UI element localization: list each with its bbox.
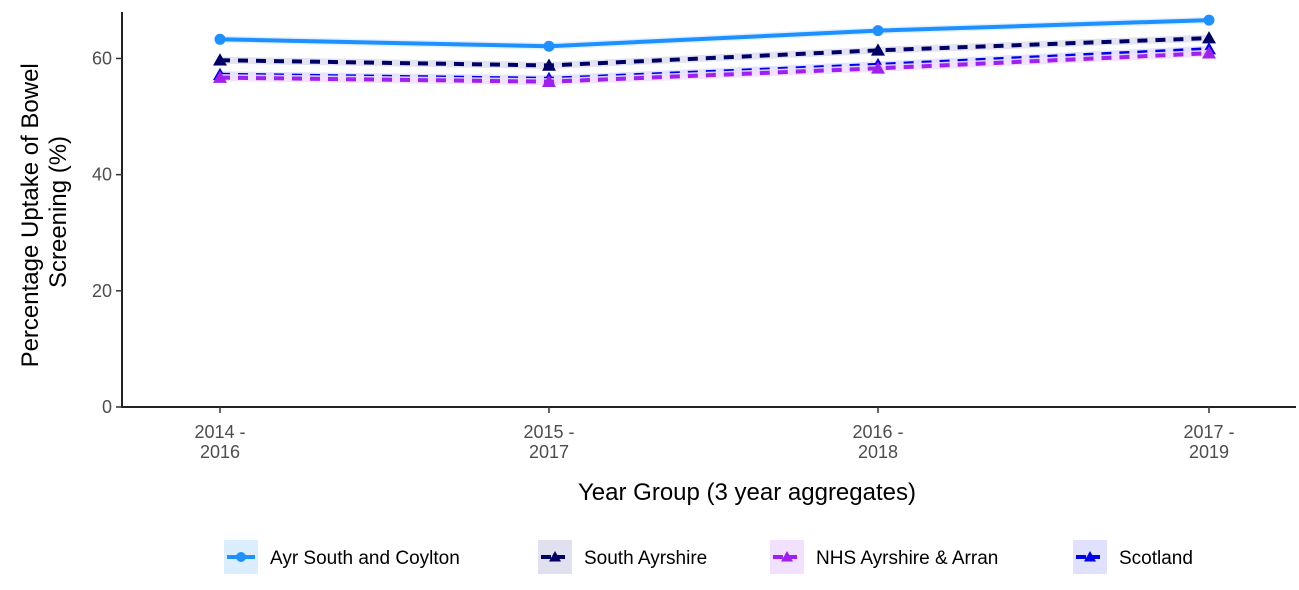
legend-label: Scotland — [1119, 548, 1193, 569]
y-tick-label: 60 — [92, 48, 112, 68]
x-tick-label-line: 2016 — [200, 442, 240, 462]
data-point — [213, 70, 227, 83]
legend-label: NHS Ayrshire & Arran — [816, 548, 998, 569]
x-tick-label-line: 2019 — [1189, 442, 1229, 462]
data-point — [871, 43, 885, 56]
y-axis-title-line-1: Percentage Uptake of Bowel — [17, 63, 44, 367]
legend-label: Ayr South and Coylton — [270, 548, 460, 569]
x-tick-label-line: 2015 - — [523, 422, 574, 442]
series-1 — [214, 14, 1215, 52]
y-axis-title-line-2: Screening (%) — [45, 136, 72, 288]
data-point — [214, 33, 226, 45]
legend-item: NHS Ayrshire & Arran — [770, 540, 998, 574]
data-point — [872, 25, 884, 37]
confidence-band — [220, 49, 1209, 86]
legend-item: Scotland — [1073, 540, 1193, 574]
axes — [121, 12, 1296, 408]
y-tick-label: 40 — [92, 165, 112, 185]
legend-key-marker — [549, 551, 561, 562]
series-line — [219, 18, 1210, 49]
data-point — [542, 74, 556, 87]
x-ticks: 2014 -2016 2015 -2017 2016 -2018 2017 -2019 — [194, 407, 1235, 462]
data-point — [1202, 46, 1216, 59]
data-point — [542, 58, 556, 71]
y-ticks: 0 20 40 60 — [92, 48, 122, 417]
data-point — [1203, 14, 1215, 26]
x-tick-label-line: 2017 — [529, 442, 569, 462]
x-tick-label-line: 2018 — [858, 442, 898, 462]
legend-key-marker — [781, 551, 793, 562]
x-tick-label: 2014 -2016 — [194, 422, 245, 462]
x-tick-label-line: 2016 - — [852, 422, 903, 442]
legend-item: Ayr South and Coylton — [224, 540, 460, 574]
data-point — [213, 53, 227, 66]
series-line — [219, 36, 1210, 68]
x-tick-label: 2015 -2017 — [523, 422, 574, 462]
x-tick-label: 2017 -2019 — [1183, 422, 1234, 462]
series-line — [219, 51, 1210, 84]
data-point — [543, 40, 555, 52]
confidence-band — [220, 16, 1209, 50]
y-axis-title: Percentage Uptake of Bowel Screening (%) — [17, 57, 72, 368]
x-axis-title: Year Group (3 year aggregates) — [578, 479, 916, 506]
legend-label: South Ayrshire — [584, 548, 707, 569]
legend-key-marker — [1084, 551, 1096, 562]
x-tick-label-line: 2014 - — [194, 422, 245, 442]
legend: Ayr South and Coylton South Ayrshire NHS A… — [224, 540, 1193, 574]
series-3 — [213, 46, 1216, 87]
legend-key-marker — [236, 552, 246, 562]
legend-item: South Ayrshire — [538, 540, 707, 574]
series-2 — [213, 31, 1216, 71]
series — [213, 14, 1216, 87]
y-tick-label: 20 — [92, 281, 112, 301]
x-tick-label-line: 2017 - — [1183, 422, 1234, 442]
data-point — [1202, 31, 1216, 44]
data-point — [871, 61, 885, 74]
x-tick-label: 2016 -2018 — [852, 422, 903, 462]
y-tick-label: 0 — [102, 397, 112, 417]
